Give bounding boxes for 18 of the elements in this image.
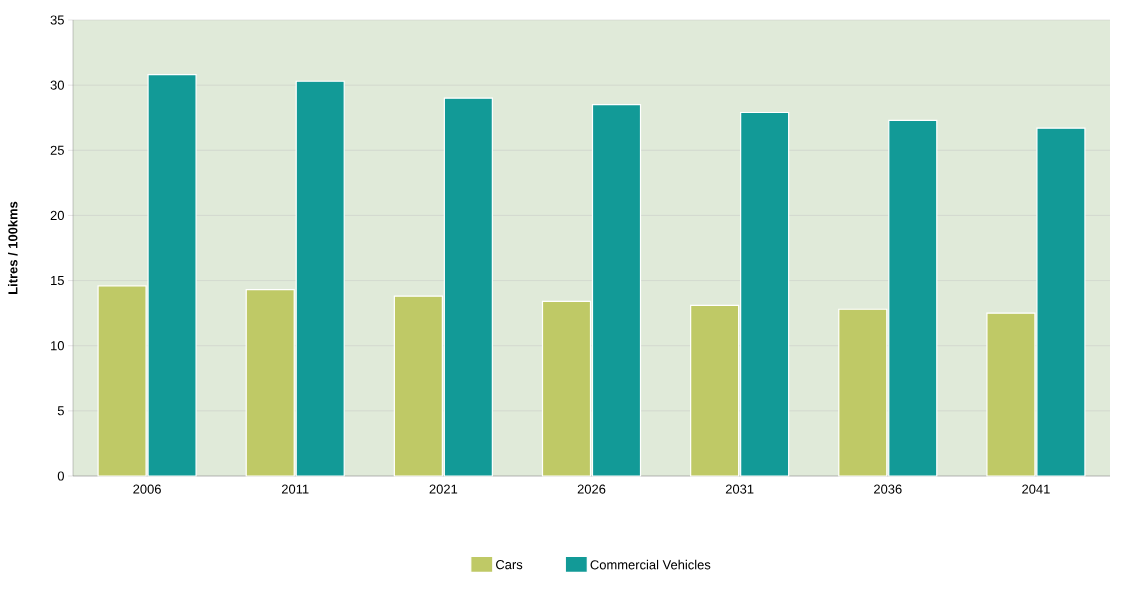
y-tick-label: 0 [57, 471, 64, 481]
x-tick-label: 2036 [874, 484, 902, 494]
y-tick-label: 30 [50, 80, 64, 90]
y-tick-label: 25 [50, 145, 64, 155]
x-tick-label: 2041 [1022, 484, 1050, 494]
x-tick-label: 2011 [281, 484, 309, 494]
x-tick-label: 2021 [429, 484, 458, 494]
y-tick-label: 10 [51, 341, 64, 351]
y-tick-label: 20 [50, 210, 64, 221]
y-tick-label: 5 [57, 406, 64, 416]
y-tick-label: 15 [51, 276, 64, 286]
x-tick-label: 2031 [725, 484, 754, 494]
y-tick-label: 35 [50, 15, 64, 25]
legend-label: Commercial Vehicles [590, 559, 711, 570]
x-tick-label: 2026 [577, 484, 606, 494]
y-axis-title: Litres / 100kms [7, 201, 18, 294]
legend-label: Cars [496, 560, 523, 570]
x-tick-label: 2006 [133, 484, 161, 494]
